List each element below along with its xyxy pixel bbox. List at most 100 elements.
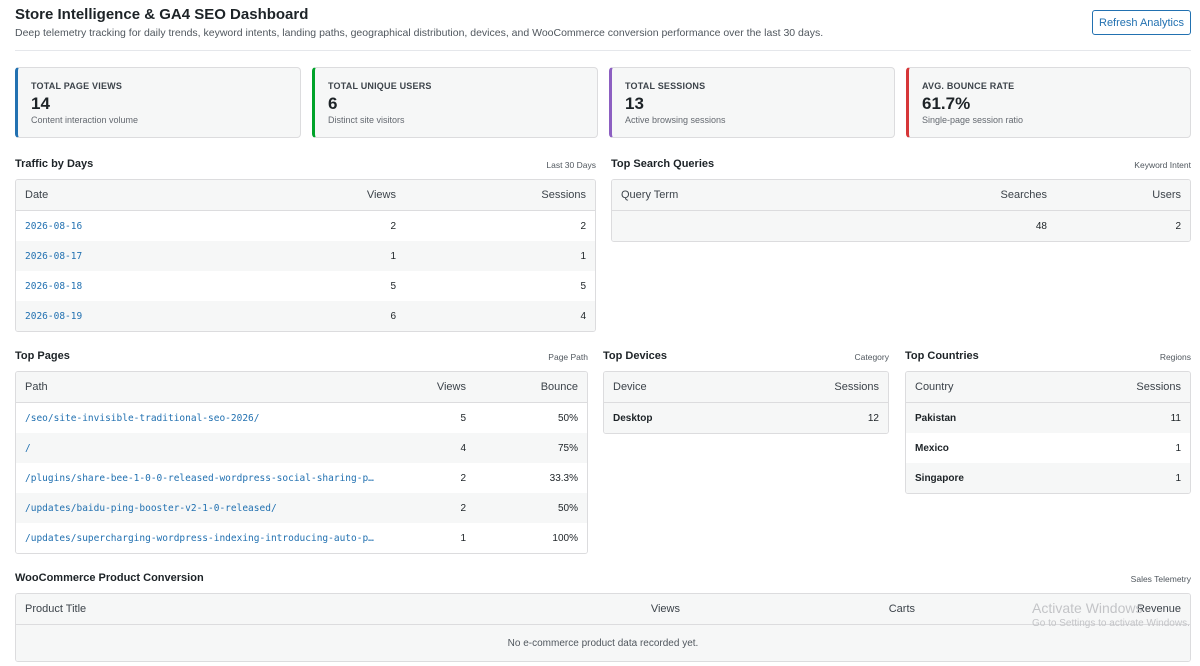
- device-name-cell: Desktop: [613, 412, 653, 424]
- table-header: Device Sessions: [604, 372, 888, 403]
- views-cell: 1: [460, 532, 466, 544]
- views-cell: 4: [460, 442, 466, 454]
- column-header-users: Users: [1152, 189, 1181, 201]
- page-path-link[interactable]: /updates/baidu-ping-booster-v2-1-0-relea…: [25, 502, 277, 514]
- column-header-sessions: Sessions: [834, 381, 879, 393]
- stat-sub: Content interaction volume: [31, 115, 139, 125]
- table-row: 48 2: [612, 211, 1190, 241]
- stat-card-page-views: TOTAL PAGE VIEWS 14 Content interaction …: [15, 67, 301, 138]
- stat-card-unique-users: TOTAL UNIQUE USERS 6 Distinct site visit…: [312, 67, 598, 138]
- views-cell: 2: [390, 220, 396, 232]
- country-name-cell: Singapore: [915, 472, 964, 484]
- bounce-cell: 75%: [557, 442, 578, 454]
- stat-value: 13: [625, 94, 644, 113]
- sessions-cell: 5: [580, 280, 586, 292]
- stat-card-sessions: TOTAL SESSIONS 13 Active browsing sessio…: [609, 67, 895, 138]
- woo-section-tag: Sales Telemetry: [1130, 574, 1191, 584]
- table-header: Product Title Views Carts Revenue: [16, 594, 1190, 625]
- column-header-path: Path: [25, 381, 48, 393]
- views-cell: 6: [390, 310, 396, 322]
- column-header-date: Date: [25, 189, 49, 201]
- table-row: / 4 75%: [16, 433, 587, 463]
- date-cell: 2026-08-17: [25, 250, 83, 262]
- page-path-link[interactable]: /: [25, 442, 31, 454]
- sessions-cell: 4: [580, 310, 586, 322]
- table-row: /seo/site-invisible-traditional-seo-2026…: [16, 403, 587, 433]
- countries-table: Country Sessions Pakistan 11 Mexico 1 Si…: [905, 371, 1191, 494]
- column-header-product-title: Product Title: [25, 603, 87, 615]
- column-header-views: Views: [436, 381, 466, 393]
- page-subtitle: Deep telemetry tracking for daily trends…: [15, 27, 824, 39]
- table-row: 2026-08-19 6 4: [16, 301, 595, 331]
- devices-section-title: Top Devices: [603, 350, 667, 362]
- countries-section-title: Top Countries: [905, 350, 979, 362]
- table-header: Country Sessions: [906, 372, 1190, 403]
- queries-section-title: Top Search Queries: [611, 158, 715, 170]
- bounce-cell: 100%: [552, 532, 578, 544]
- bounce-cell: 50%: [557, 502, 578, 514]
- traffic-section-tag: Last 30 Days: [546, 160, 596, 170]
- column-header-searches: Searches: [1000, 189, 1047, 201]
- views-cell: 1: [390, 250, 396, 262]
- column-header-device: Device: [613, 381, 647, 393]
- pages-section-tag: Page Path: [548, 352, 588, 362]
- stat-value: 14: [31, 94, 50, 113]
- searches-cell: 48: [1035, 220, 1047, 232]
- sessions-cell: 1: [1175, 472, 1181, 484]
- woo-section-title: WooCommerce Product Conversion: [15, 572, 204, 584]
- stat-label: TOTAL PAGE VIEWS: [31, 81, 123, 91]
- sessions-cell: 11: [1170, 412, 1181, 424]
- pages-table: Path Views Bounce /seo/site-invisible-tr…: [15, 371, 588, 554]
- date-cell: 2026-08-18: [25, 280, 83, 292]
- table-header: Path Views Bounce: [16, 372, 587, 403]
- bounce-cell: 50%: [557, 412, 578, 424]
- column-header-country: Country: [915, 381, 954, 393]
- empty-state-message: No e-commerce product data recorded yet.: [16, 625, 1190, 661]
- traffic-section-title: Traffic by Days: [15, 158, 94, 170]
- table-row: Pakistan 11: [906, 403, 1190, 433]
- stat-value: 6: [328, 94, 338, 113]
- column-header-views: Views: [366, 189, 396, 201]
- page-path-link[interactable]: /seo/site-invisible-traditional-seo-2026…: [25, 412, 260, 424]
- page-header: Store Intelligence & GA4 SEO Dashboard D…: [15, 6, 1191, 51]
- devices-section-tag: Category: [854, 352, 890, 362]
- table-row: /updates/baidu-ping-booster-v2-1-0-relea…: [16, 493, 587, 523]
- date-cell: 2026-08-16: [25, 220, 83, 232]
- country-name-cell: Pakistan: [915, 412, 957, 424]
- refresh-analytics-button[interactable]: Refresh Analytics: [1092, 10, 1191, 35]
- column-header-carts: Carts: [888, 603, 915, 615]
- sessions-cell: 12: [867, 412, 879, 424]
- views-cell: 2: [460, 502, 466, 514]
- woo-table: Product Title Views Carts Revenue No e-c…: [15, 593, 1191, 662]
- views-cell: 5: [460, 412, 466, 424]
- page-path-link[interactable]: /plugins/share-bee-1-0-0-released-wordpr…: [25, 472, 377, 484]
- views-cell: 5: [390, 280, 396, 292]
- sessions-cell: 2: [580, 220, 586, 232]
- devices-table: Device Sessions Desktop 12: [603, 371, 889, 434]
- table-row: 2026-08-18 5 5: [16, 271, 595, 301]
- column-header-bounce: Bounce: [540, 381, 578, 393]
- pages-section-title: Top Pages: [15, 350, 70, 362]
- countries-section-tag: Regions: [1159, 352, 1191, 362]
- column-header-revenue: Revenue: [1136, 603, 1181, 615]
- stat-sub: Active browsing sessions: [625, 115, 726, 125]
- column-header-query-term: Query Term: [621, 189, 679, 201]
- country-name-cell: Mexico: [915, 442, 949, 454]
- sessions-cell: 1: [1175, 442, 1181, 454]
- table-row: Singapore 1: [906, 463, 1190, 493]
- date-cell: 2026-08-19: [25, 310, 83, 322]
- bounce-cell: 33.3%: [549, 472, 578, 484]
- table-row: Desktop 12: [604, 403, 888, 433]
- stat-label: TOTAL SESSIONS: [625, 81, 706, 91]
- views-cell: 2: [460, 472, 466, 484]
- stat-sub: Single-page session ratio: [922, 115, 1024, 125]
- table-row: Mexico 1: [906, 433, 1190, 463]
- column-header-sessions: Sessions: [1136, 381, 1181, 393]
- stat-label: AVG. BOUNCE RATE: [922, 81, 1015, 91]
- table-row: 2026-08-16 2 2: [16, 211, 595, 241]
- queries-section-tag: Keyword Intent: [1134, 160, 1191, 170]
- page-path-link[interactable]: /updates/supercharging-wordpress-indexin…: [25, 532, 377, 544]
- table-row: /updates/supercharging-wordpress-indexin…: [16, 523, 587, 553]
- traffic-table: Date Views Sessions 2026-08-16 2 2 2026-…: [15, 179, 596, 332]
- table-row: /plugins/share-bee-1-0-0-released-wordpr…: [16, 463, 587, 493]
